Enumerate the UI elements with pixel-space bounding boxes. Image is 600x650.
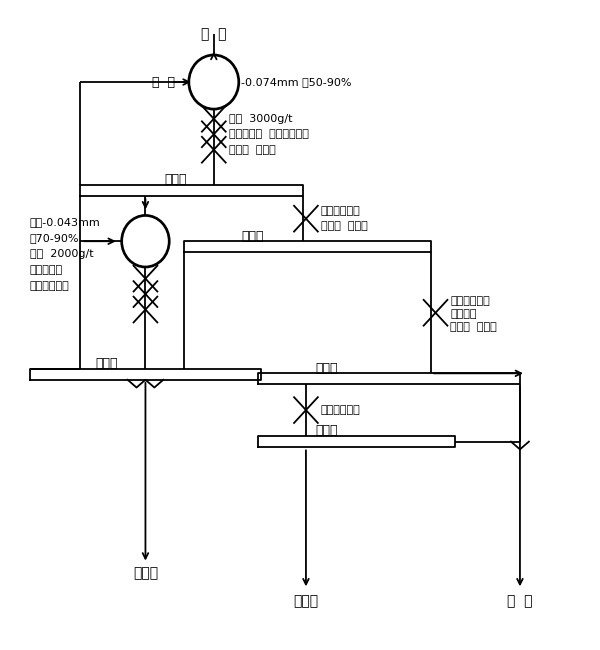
Text: 石灰  2000g/t: 石灰 2000g/t xyxy=(29,249,93,259)
Text: 辅助抑制剂: 辅助抑制剂 xyxy=(29,265,62,275)
Text: 硫精矿: 硫精矿 xyxy=(293,594,319,608)
Text: 捕收剂  起泡剂: 捕收剂 起泡剂 xyxy=(229,145,275,155)
Text: 捕收剂  起泡剂: 捕收剂 起泡剂 xyxy=(451,322,497,332)
Text: 铜精选: 铜精选 xyxy=(95,357,118,370)
Text: 铜扫选: 铜扫选 xyxy=(241,229,263,242)
Text: 铜粗选: 铜粗选 xyxy=(164,173,187,186)
Text: 硫浮选: 硫浮选 xyxy=(316,361,338,374)
Text: 尾  矿: 尾 矿 xyxy=(507,594,533,608)
Text: 硫精选: 硫精选 xyxy=(316,424,338,437)
Text: 再磨-0.043mm: 再磨-0.043mm xyxy=(29,217,100,227)
Text: 磨  矿: 磨 矿 xyxy=(152,75,175,88)
Text: 原  矿: 原 矿 xyxy=(201,27,227,41)
Text: 高岭土抑制剂: 高岭土抑制剂 xyxy=(29,281,69,291)
Text: 高岭土抑制剂: 高岭土抑制剂 xyxy=(451,296,490,306)
Text: 占70-90%: 占70-90% xyxy=(29,233,79,243)
Text: 硫活化剂: 硫活化剂 xyxy=(451,309,477,319)
Text: 辅助抑制剂  高岭土抑制剂: 辅助抑制剂 高岭土抑制剂 xyxy=(229,129,308,139)
Text: 高岭土抑制剂: 高岭土抑制剂 xyxy=(321,405,361,415)
Text: 铜精矿: 铜精矿 xyxy=(133,566,158,580)
Text: 捕收剂  起泡剂: 捕收剂 起泡剂 xyxy=(321,222,368,231)
Text: 高岭土抑制剂: 高岭土抑制剂 xyxy=(321,206,361,216)
Text: -0.074mm 占50-90%: -0.074mm 占50-90% xyxy=(241,77,351,87)
Text: 石灰  3000g/t: 石灰 3000g/t xyxy=(229,114,292,124)
